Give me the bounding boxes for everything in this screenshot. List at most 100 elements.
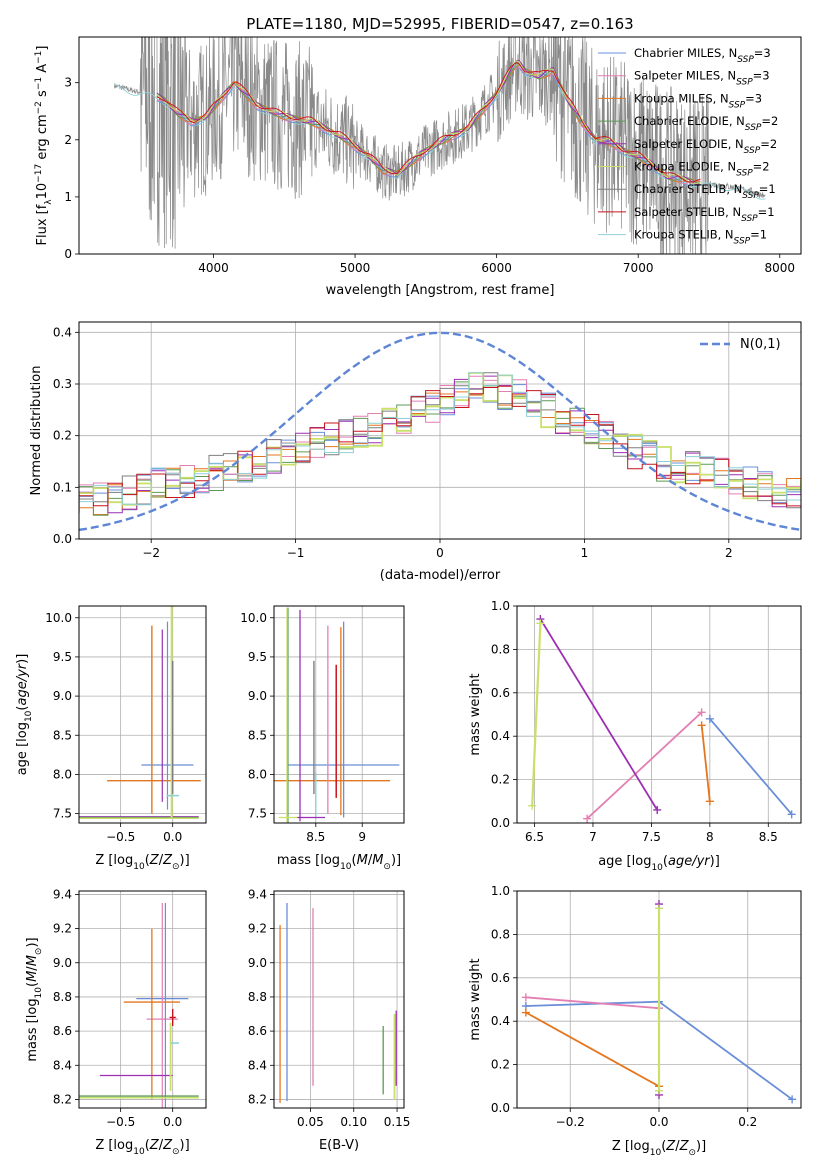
weight-marker-chabrier_miles [787,810,796,819]
legend-label: Salpeter ELODIE, NSSP=2 [634,137,777,156]
y-tick-label: 8.6 [248,1024,267,1038]
x-axis-label: Z [log10(Z/Z⊙)] [612,1139,706,1158]
y-tick-label: 0.4 [53,325,72,339]
x-tick-label: −2 [142,546,160,560]
plot-area-spectrum [114,37,766,254]
plot-area-weight-vs-age [528,615,796,823]
y-tick-label: 0.4 [491,729,510,743]
legend-label: Kroupa MILES, NSSP=3 [634,91,762,110]
x-tick-label: 0.15 [384,1115,411,1129]
x-tick-label: 0.2 [738,1115,757,1129]
x-tick-label: 5000 [340,261,371,275]
x-tick-label: 0.0 [163,1115,182,1129]
weight-marker-kroupa_elodie [528,801,537,810]
y-tick-label: 7.5 [248,807,267,821]
panel-age-vs-mass: 8.5 9 7.5 8.0 8.5 9.0 9.5 10.0 mass [log10(M/M⊙)… [240,605,405,872]
x-tick-label: 0.0 [163,830,182,844]
weight-marker-kroupa_elodie [655,1086,663,1095]
x-axis-label: Z [log10(Z/Z⊙)] [95,1138,189,1157]
y-tick-label: 8.4 [248,1058,267,1072]
axes-frame [78,36,802,255]
y-tick-label: 9.2 [248,922,267,936]
y-tick-label: 0.0 [53,532,72,546]
weight-line-salpeter_miles [525,996,660,1010]
panel-mass-vs-Z: −0.5 0.0 8.2 8.4 8.6 8.8 9.0 9.2 9.4 Z [log10(Z/Z… [25,887,207,1157]
y-tick-label: 0.6 [491,686,510,700]
y-tick-label: 0.0 [491,1101,510,1115]
x-tick-label: 0.0 [649,1115,668,1129]
x-tick-label: 8000 [764,261,795,275]
x-axis-label: wavelength [Angstrom, rest frame] [326,283,555,298]
x-axis-label: E(B-V) [319,1138,359,1153]
x-tick-label: 6.5 [525,830,544,844]
weight-line-salpeter_elodie [539,618,658,811]
legend-label: Chabrier ELODIE, NSSP=2 [634,114,778,133]
y-tick-label: 0.2 [53,429,72,443]
legend-label: Kroupa ELODIE, NSSP=2 [634,160,770,179]
x-tick-label: −0.2 [556,1115,585,1129]
axes-frame [273,890,405,1109]
y-tick-label: 8.5 [53,728,72,742]
model-line-chabrier_miles [156,66,701,186]
y-axis-label: mass [log10(M/M⊙)] [25,937,44,1061]
x-tick-label: 7 [589,830,597,844]
weight-line-kroupa_elodie [531,623,542,806]
y-tick-label: 0.2 [491,773,510,787]
y-tick-label: 9.5 [248,650,267,664]
y-tick-label: 8.6 [53,1024,72,1038]
weight-marker-kroupa_miles [697,721,706,730]
legend-label: Salpeter STELIB, NSSP=1 [634,205,775,224]
y-tick-label: 9.0 [53,956,72,970]
x-tick-label: 0 [436,546,444,560]
y-tick-label: 8.0 [248,767,267,781]
y-tick-label: 9.2 [53,922,72,936]
weight-line-salpeter_miles [586,711,703,820]
x-tick-label: 9 [358,830,366,844]
x-tick-label: −1 [287,546,305,560]
y-tick-label: 10.0 [240,611,267,625]
axes-frame [78,605,207,824]
x-tick-label: −0.5 [106,830,135,844]
y-tick-label: 2 [64,133,72,147]
y-tick-label: 0.8 [491,927,510,941]
x-tick-label: 2 [725,546,733,560]
weight-marker-chabrier_miles [705,714,714,723]
axes-frame [273,605,405,824]
y-tick-label: 9.4 [248,887,267,901]
panel-spectrum: 4000 5000 6000 7000 8000 0 1 2 3 wavelength [Angs… [34,36,802,298]
plot-area-residuals [79,331,801,532]
y-tick-label: 0.6 [491,971,510,985]
y-tick-label: 0.3 [53,377,72,391]
x-tick-label: 0.10 [340,1115,367,1129]
y-tick-label: 0.1 [53,480,72,494]
y-tick-label: 0.0 [491,816,510,830]
panel-age-vs-Z: −0.5 0.0 7.5 8.0 8.5 9.0 9.5 10.0 Z [log10(Z/Z⊙)… [15,605,207,872]
axes-frame [516,605,802,824]
data-spectrum-line [114,37,766,254]
legend-label: Chabrier STELIB, NSSP=1 [634,182,776,201]
x-tick-label: 4000 [198,261,229,275]
panel-mass-vs-ebv: 0.05 0.10 0.15 8.2 8.4 8.6 8.8 9.0 9.2 9.4 E(B-V) [248,887,411,1153]
weight-marker-kroupa_miles [705,797,714,806]
x-axis-label: age [log10(age/yr)] [598,854,720,873]
panel-weight-vs-Z: −0.2 0.0 0.2 0.0 0.2 0.4 0.6 0.8 1.0 Z [log10(Z/Z… [468,884,802,1158]
weight-marker-salpeter_miles [697,708,706,717]
x-tick-label: 8 [706,830,714,844]
y-tick-label: 0.2 [491,1058,510,1072]
y-tick-label: 8.2 [248,1092,267,1106]
x-tick-label: 1 [581,546,589,560]
y-axis-label: age [log10(age/yr)] [15,654,34,776]
plot-area-age-vs-Z [79,606,201,819]
y-tick-label: 10.0 [45,611,72,625]
y-tick-label: 9.0 [248,956,267,970]
x-axis-label: mass [log10(M/M⊙)] [277,853,401,872]
weight-marker-kroupa_elodie [536,619,545,628]
y-tick-label: 0.4 [491,1014,510,1028]
weight-line-kroupa_miles [525,1011,660,1088]
legend-label: Chabrier MILES, NSSP=3 [634,46,771,65]
y-tick-label: 8.4 [53,1058,72,1072]
model-line-salpeter_stelib [156,62,701,183]
y-tick-label: 1.0 [491,599,510,613]
y-axis-label: mass weight [468,673,483,755]
